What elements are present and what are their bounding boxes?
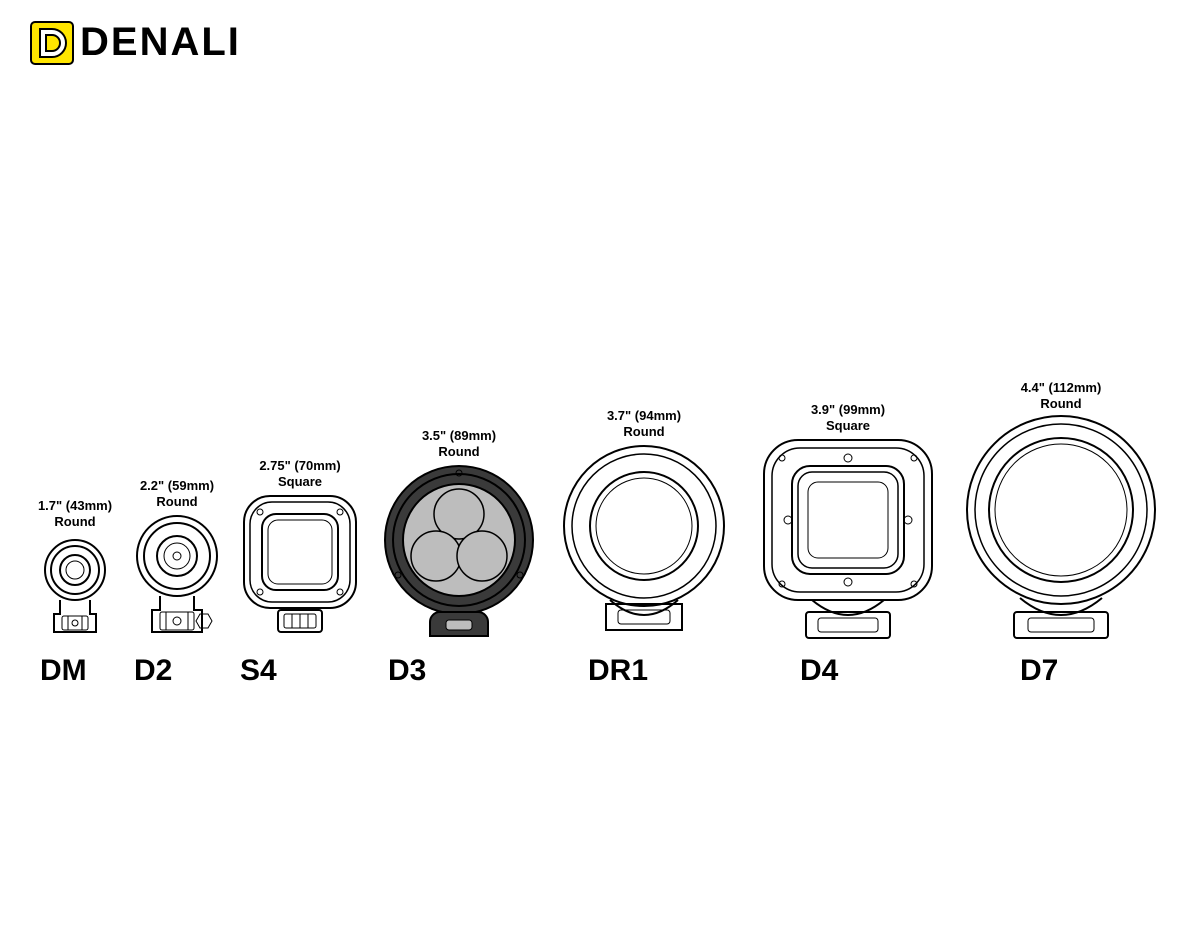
light-d3-dimensions: 3.5" (89mm) Round: [422, 428, 496, 461]
light-d4-drawing: [758, 434, 938, 650]
light-d3: 3.5" (89mm) Round: [380, 428, 538, 651]
light-d7-drawing: [962, 412, 1160, 650]
light-dr1-model: DR1: [588, 654, 648, 688]
light-d2-dimensions: 2.2" (59mm) Round: [140, 478, 214, 511]
comparison-diagram: DENALI 1.7" (43mm) Round: [0, 0, 1200, 938]
light-dm-model: DM: [40, 654, 87, 688]
light-d3-model: D3: [388, 654, 426, 688]
light-d2: 2.2" (59mm) Round: [130, 478, 224, 651]
light-dr1: 3.7" (94mm) Round: [560, 408, 728, 651]
light-d3-drawing: [380, 460, 538, 650]
light-s4-model: S4: [240, 654, 277, 688]
light-d4: 3.9" (99mm) Square: [758, 402, 938, 651]
light-s4-drawing: [238, 490, 362, 650]
light-s4: 2.75" (70mm) Square: [238, 458, 362, 651]
logo-icon: [30, 21, 74, 65]
light-d4-model: D4: [800, 654, 838, 688]
brand-name: DENALI: [80, 20, 241, 65]
light-d7-model: D7: [1020, 654, 1058, 688]
light-dm-dimensions: 1.7" (43mm) Round: [38, 498, 112, 531]
light-dm-drawing: [40, 530, 110, 650]
light-s4-dimensions: 2.75" (70mm) Square: [259, 458, 340, 491]
light-d2-drawing: [130, 510, 224, 650]
light-d7-dimensions: 4.4" (112mm) Round: [1021, 380, 1102, 413]
light-dr1-dimensions: 3.7" (94mm) Round: [607, 408, 681, 441]
lights-row: 1.7" (43mm) Round: [0, 290, 1200, 650]
light-d4-dimensions: 3.9" (99mm) Square: [811, 402, 885, 435]
light-d2-model: D2: [134, 654, 172, 688]
light-dm: 1.7" (43mm) Round: [40, 498, 110, 651]
light-d7: 4.4" (112mm) Round: [962, 380, 1160, 651]
light-dr1-drawing: [560, 440, 728, 650]
brand-logo: DENALI: [30, 20, 241, 65]
